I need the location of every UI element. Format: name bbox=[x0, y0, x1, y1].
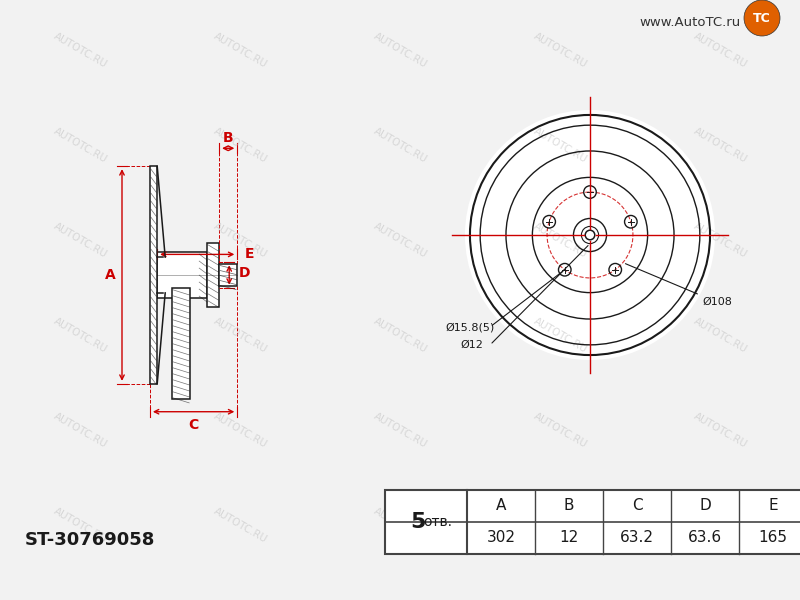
Text: AUTOTC.RU: AUTOTC.RU bbox=[691, 410, 749, 449]
Text: AUTOTC.RU: AUTOTC.RU bbox=[691, 31, 749, 70]
Text: D: D bbox=[699, 499, 711, 514]
Bar bbox=[150, 166, 157, 384]
Text: 63.6: 63.6 bbox=[688, 530, 722, 545]
Text: AUTOTC.RU: AUTOTC.RU bbox=[371, 506, 429, 544]
Text: AUTOTC.RU: AUTOTC.RU bbox=[51, 125, 109, 164]
Text: AUTOTC.RU: AUTOTC.RU bbox=[371, 316, 429, 355]
Text: B: B bbox=[564, 499, 574, 514]
Text: AUTOTC.RU: AUTOTC.RU bbox=[211, 125, 269, 164]
Text: AUTOTC.RU: AUTOTC.RU bbox=[211, 221, 269, 259]
Text: AUTOTC.RU: AUTOTC.RU bbox=[371, 410, 429, 449]
Text: AUTOTC.RU: AUTOTC.RU bbox=[211, 506, 269, 544]
Text: AUTOTC.RU: AUTOTC.RU bbox=[211, 31, 269, 70]
Bar bbox=[219, 263, 237, 286]
Text: AUTOTC.RU: AUTOTC.RU bbox=[691, 316, 749, 355]
Text: AUTOTC.RU: AUTOTC.RU bbox=[531, 506, 589, 544]
Text: AUTOTC.RU: AUTOTC.RU bbox=[531, 125, 589, 164]
Text: 12: 12 bbox=[559, 530, 578, 545]
Text: ST-30769058: ST-30769058 bbox=[25, 531, 155, 549]
Text: AUTOTC.RU: AUTOTC.RU bbox=[691, 221, 749, 259]
Circle shape bbox=[465, 110, 715, 360]
Text: AUTOTC.RU: AUTOTC.RU bbox=[371, 31, 429, 70]
Text: AUTOTC.RU: AUTOTC.RU bbox=[211, 410, 269, 449]
Text: C: C bbox=[189, 418, 198, 432]
Text: AUTOTC.RU: AUTOTC.RU bbox=[531, 31, 589, 70]
Text: AUTOTC.RU: AUTOTC.RU bbox=[371, 221, 429, 259]
Circle shape bbox=[744, 0, 780, 36]
Text: AUTOTC.RU: AUTOTC.RU bbox=[531, 316, 589, 355]
Text: A: A bbox=[496, 499, 506, 514]
Text: TC: TC bbox=[753, 11, 771, 25]
Text: AUTOTC.RU: AUTOTC.RU bbox=[371, 125, 429, 164]
Text: 302: 302 bbox=[486, 530, 515, 545]
Text: C: C bbox=[632, 499, 642, 514]
Text: AUTOTC.RU: AUTOTC.RU bbox=[51, 31, 109, 70]
Text: AUTOTC.RU: AUTOTC.RU bbox=[51, 506, 109, 544]
Text: отв.: отв. bbox=[423, 515, 453, 529]
Bar bbox=[172, 288, 190, 399]
Text: Ø108: Ø108 bbox=[702, 297, 732, 307]
Text: B: B bbox=[223, 131, 234, 145]
Text: 165: 165 bbox=[758, 530, 787, 545]
Text: AUTOTC.RU: AUTOTC.RU bbox=[51, 221, 109, 259]
Text: 63.2: 63.2 bbox=[620, 530, 654, 545]
Text: Ø15.8(5): Ø15.8(5) bbox=[445, 322, 494, 332]
Bar bbox=[157, 252, 207, 298]
Bar bbox=[385, 490, 800, 554]
Text: E: E bbox=[768, 499, 778, 514]
Text: AUTOTC.RU: AUTOTC.RU bbox=[691, 506, 749, 544]
Text: AUTOTC.RU: AUTOTC.RU bbox=[531, 410, 589, 449]
Text: www.AutoTC.ru: www.AutoTC.ru bbox=[639, 16, 741, 28]
Text: AUTOTC.RU: AUTOTC.RU bbox=[211, 316, 269, 355]
Text: AUTOTC.RU: AUTOTC.RU bbox=[51, 316, 109, 355]
Text: E: E bbox=[245, 247, 254, 262]
Text: AUTOTC.RU: AUTOTC.RU bbox=[51, 410, 109, 449]
Text: AUTOTC.RU: AUTOTC.RU bbox=[691, 125, 749, 164]
Bar bbox=[207, 243, 219, 307]
Text: Ø12: Ø12 bbox=[460, 340, 483, 350]
Text: D: D bbox=[239, 266, 250, 280]
Text: AUTOTC.RU: AUTOTC.RU bbox=[531, 221, 589, 259]
Text: 5: 5 bbox=[410, 512, 426, 532]
Text: A: A bbox=[105, 268, 115, 282]
